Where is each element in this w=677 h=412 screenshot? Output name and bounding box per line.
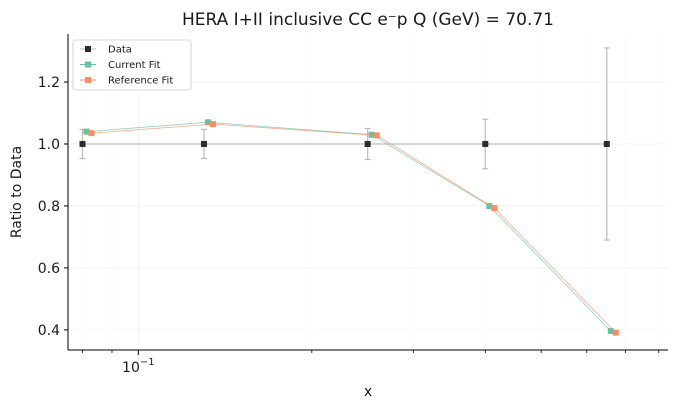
reference-fit-line (91, 123, 617, 333)
x-axis-label: x (364, 384, 372, 400)
ticks: 0.4 0.6 0.8 1.0 1.2 10−1 (38, 75, 660, 376)
current-fit-legend-marker (85, 61, 91, 68)
series (79, 47, 619, 336)
reference-fit-point (373, 132, 380, 139)
data-legend-label: Data (108, 45, 132, 56)
reference-fit-point (210, 121, 217, 128)
reference-fit-point (88, 130, 95, 137)
current-fit-point (205, 119, 212, 126)
reference-fit-legend-marker (85, 77, 91, 83)
axes (67, 34, 668, 351)
reference-fit-legend-label: Reference Fit (108, 76, 173, 87)
y-tick-label: 0.6 (38, 261, 60, 277)
reference-fit-point (612, 329, 619, 336)
current-fit-point (83, 128, 90, 135)
y-axis-label: Ratio to Data (9, 146, 25, 238)
y-tick-label: 0.8 (38, 199, 60, 215)
data-point (603, 140, 610, 147)
reference-fit-point (491, 205, 498, 212)
data-point (364, 140, 371, 147)
current-fit-legend-label: Current Fit (108, 60, 161, 71)
legend: Data Current Fit Reference Fit (72, 39, 192, 91)
current-fit-point (486, 202, 493, 209)
y-tick-label: 1.0 (38, 137, 60, 153)
data-legend-marker (85, 46, 91, 52)
data-point (79, 140, 86, 147)
chart-title: HERA I+II inclusive CC e⁻p Q (GeV) = 70.… (182, 10, 554, 30)
legend-box (72, 39, 192, 91)
x-tick-label: 10−1 (122, 357, 155, 376)
y-tick-label: 1.2 (38, 75, 60, 91)
data-point (201, 140, 208, 147)
current-fit-point (607, 328, 614, 335)
data-point (482, 140, 489, 147)
current-fit-line (86, 121, 612, 332)
y-tick-label: 0.4 (38, 323, 60, 339)
